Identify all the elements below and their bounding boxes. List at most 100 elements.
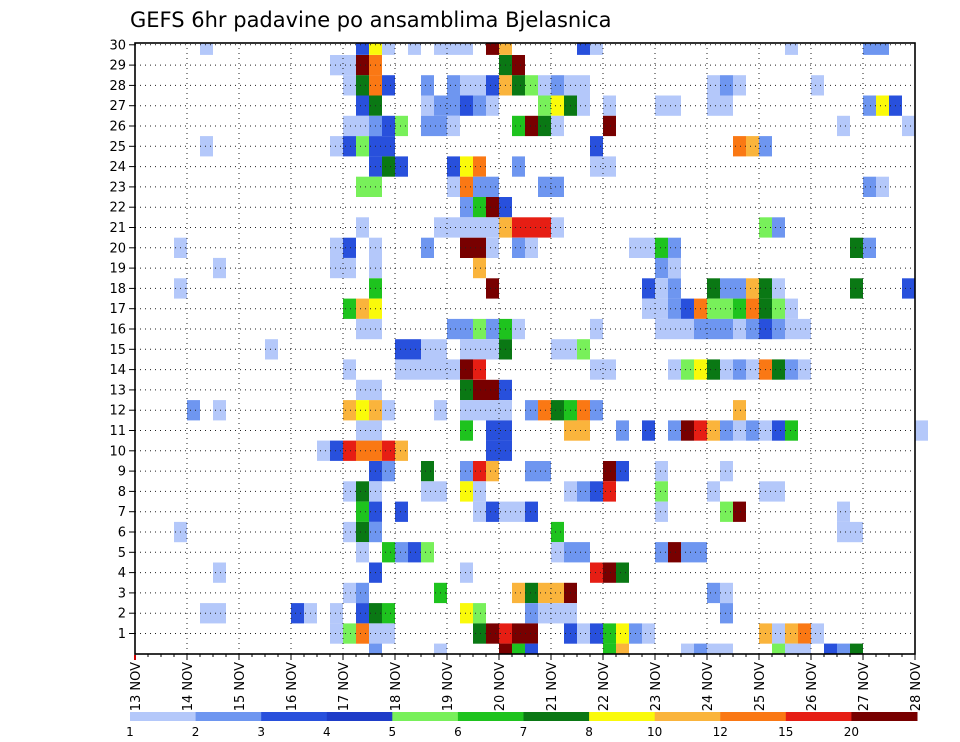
y-tick-label: 15 — [109, 343, 126, 358]
precip-cell — [447, 217, 460, 238]
precip-cell — [603, 461, 616, 482]
precip-cell — [382, 461, 395, 482]
precip-cell — [616, 643, 629, 654]
precip-cell — [330, 237, 343, 258]
precip-cell — [655, 501, 668, 522]
precip-cell — [720, 75, 733, 96]
precip-cell — [486, 237, 499, 258]
precip-cell — [512, 75, 525, 96]
x-tick-label: 15 NOV — [233, 662, 248, 711]
precip-cell — [733, 359, 746, 380]
colorbar-label: 1 — [126, 725, 134, 739]
precip-cell — [785, 420, 798, 441]
precip-cell — [551, 115, 564, 137]
precip-cell — [733, 501, 746, 522]
precip-cell — [551, 95, 564, 116]
precip-cell — [356, 379, 369, 401]
precip-cell — [798, 623, 811, 644]
precip-cell — [486, 440, 499, 461]
precip-cell — [811, 623, 824, 644]
precip-cell — [746, 359, 759, 380]
precip-cell — [486, 400, 499, 421]
precip-cell — [603, 481, 616, 502]
precip-cell — [447, 359, 460, 380]
precip-cell — [707, 95, 720, 116]
precip-cell — [551, 400, 564, 421]
precip-cell — [525, 582, 538, 604]
precip-cell — [213, 562, 226, 583]
precip-cell — [772, 318, 785, 340]
precip-cell — [356, 400, 369, 421]
precip-cell — [876, 95, 889, 116]
colorbar: 1 2 3 4 5 6 7 8 10 12 15 20 — [126, 712, 918, 739]
precip-cell — [434, 643, 447, 654]
precip-cell — [460, 237, 473, 258]
precip-cell — [343, 359, 356, 380]
precip-cell — [863, 176, 876, 197]
precip-cell — [473, 217, 486, 238]
precip-cell — [447, 318, 460, 340]
precip-cell — [525, 603, 538, 624]
precip-cell — [681, 318, 694, 340]
precip-cell — [668, 237, 681, 258]
precip-cell — [447, 156, 460, 177]
precip-cell — [785, 359, 798, 380]
precip-cell — [772, 298, 785, 319]
precip-cell — [577, 43, 590, 55]
precip-cell — [460, 420, 473, 441]
precip-cell — [421, 461, 434, 482]
y-tick-label: 30 — [109, 38, 126, 53]
y-tick-label: 19 — [109, 262, 126, 277]
precip-cell — [512, 501, 525, 522]
precip-cell — [343, 257, 356, 279]
precip-cell — [525, 623, 538, 644]
precip-cell — [486, 461, 499, 482]
precip-cell — [473, 379, 486, 401]
precip-cell — [473, 603, 486, 624]
precip-cell — [837, 643, 850, 654]
precip-cell — [616, 420, 629, 441]
precip-cell — [824, 643, 837, 654]
precip-cell — [356, 501, 369, 522]
x-tick-label: 27 NOV — [857, 662, 872, 711]
precip-cell — [356, 521, 369, 543]
precip-cell — [213, 400, 226, 421]
precip-cell — [473, 461, 486, 482]
precip-cell — [200, 136, 213, 157]
precip-cell — [356, 136, 369, 157]
precip-cell — [356, 420, 369, 441]
precip-cell — [382, 623, 395, 644]
precip-cell — [785, 623, 798, 644]
y-tick-label: 13 — [109, 383, 126, 398]
precip-cell — [577, 339, 590, 360]
precip-cell — [551, 521, 564, 543]
precip-cell — [590, 481, 603, 502]
precip-cell — [291, 603, 304, 624]
precip-cell — [642, 298, 655, 319]
precip-cell — [603, 115, 616, 137]
precip-cell — [512, 55, 525, 76]
y-tick-label: 22 — [109, 201, 126, 216]
precip-cell — [720, 298, 733, 319]
precip-cell — [343, 136, 356, 157]
precip-cell — [499, 43, 512, 55]
precip-cell — [408, 542, 421, 563]
precip-cell — [525, 217, 538, 238]
precip-cell — [447, 115, 460, 137]
precip-cell — [356, 298, 369, 319]
precip-cell — [772, 643, 785, 654]
x-tick-label: 25 NOV — [753, 662, 768, 711]
precip-cell — [746, 318, 759, 340]
y-tick-label: 9 — [118, 465, 126, 480]
precip-cell — [785, 43, 798, 55]
precip-cell — [213, 603, 226, 624]
precip-cell — [460, 318, 473, 340]
precip-cell — [603, 562, 616, 583]
precip-cell — [343, 298, 356, 319]
precip-cell — [265, 339, 278, 360]
precip-cell — [395, 440, 408, 461]
precip-cell — [486, 318, 499, 340]
precip-cell — [733, 75, 746, 96]
colorbar-swatch — [195, 712, 262, 721]
